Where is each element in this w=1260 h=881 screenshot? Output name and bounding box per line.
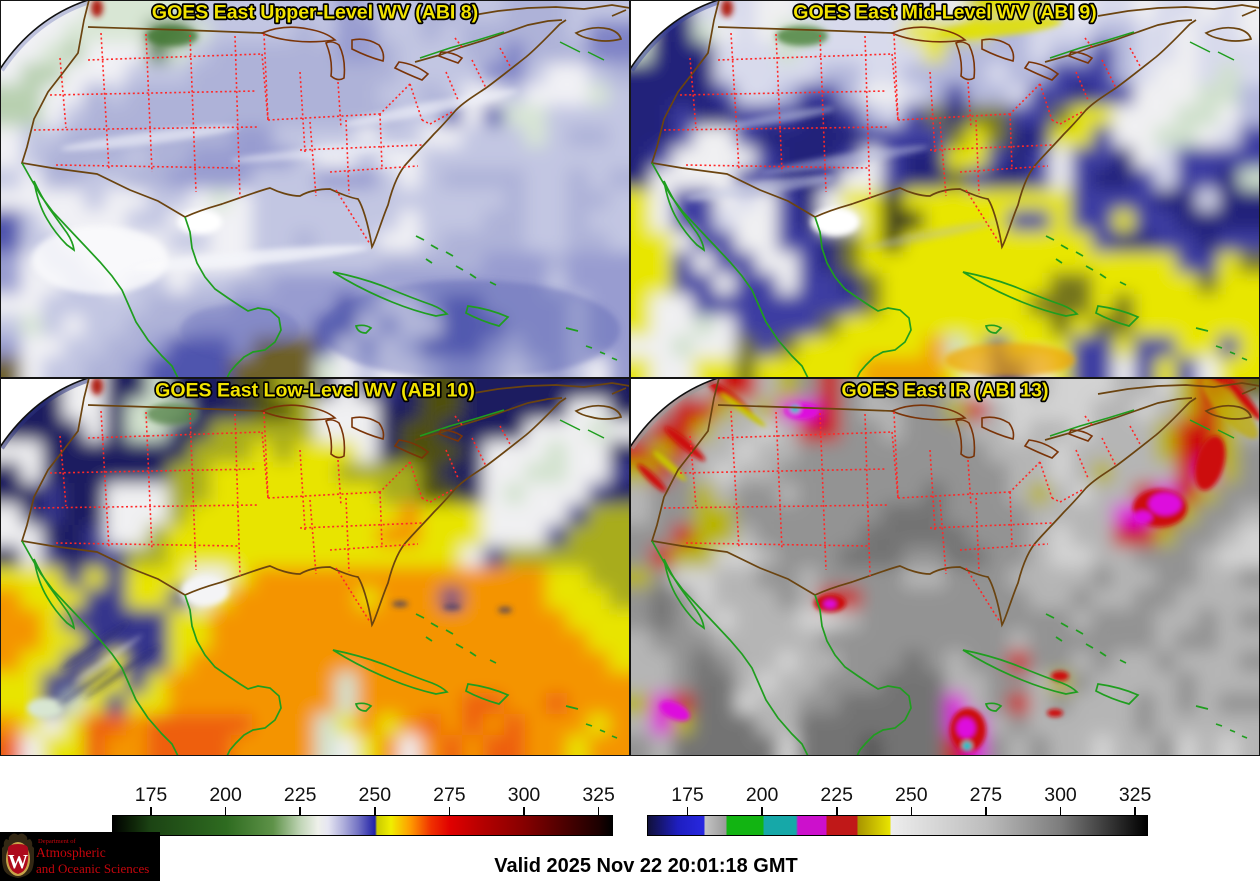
svg-text:GOES East IR (ABI 13): GOES East IR (ABI 13) [842,380,1049,402]
svg-text:GOES East Upper-Level WV (ABI: GOES East Upper-Level WV (ABI 8) [152,2,478,24]
svg-text:W: W [8,851,28,873]
svg-text:GOES East Low-Level WV (ABI 10: GOES East Low-Level WV (ABI 10) [155,380,475,402]
svg-text:GOES East Mid-Level WV (ABI 9): GOES East Mid-Level WV (ABI 9) [793,2,1096,24]
